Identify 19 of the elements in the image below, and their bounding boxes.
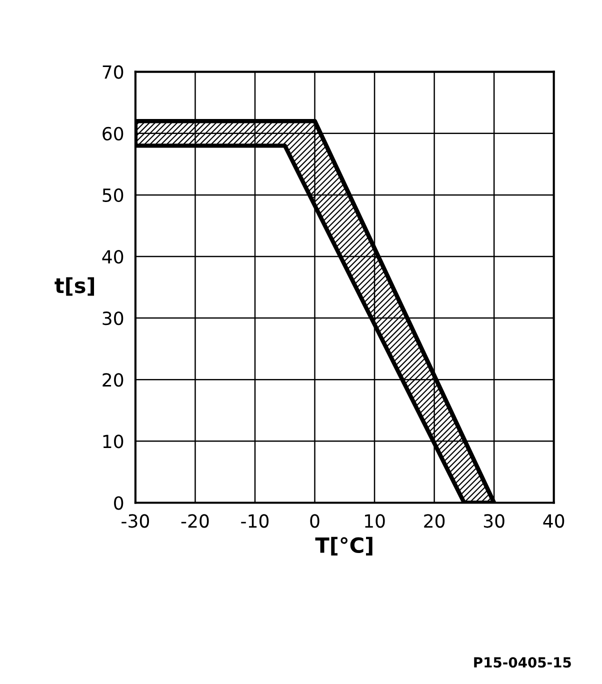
x-tick-label: 0 [310,514,320,528]
y-tick-label: 10 [103,434,124,448]
x-tick-label: 30 [484,514,504,528]
y-tick-label: 70 [102,65,124,79]
x-axis-title: T[°C] [315,536,372,556]
text: P15-0405-15 [474,657,571,668]
x-tick-label: 10 [365,514,385,528]
y-tick-label: 50 [102,188,124,202]
x-tick-label: -30 [122,514,149,528]
y-tick-label: 0 [114,496,124,510]
x-tick-label: 20 [424,514,445,528]
y-tick-label: 30 [102,312,124,326]
x-tick-label: -20 [181,514,209,528]
x-tick-label: -10 [241,514,269,528]
x-tick-label: 40 [543,514,564,528]
y-tick-label: 40 [102,250,124,264]
y-tick-label: 60 [102,126,124,140]
y-tick-label: 20 [102,373,124,387]
y-axis-title: t[s] [54,277,94,296]
